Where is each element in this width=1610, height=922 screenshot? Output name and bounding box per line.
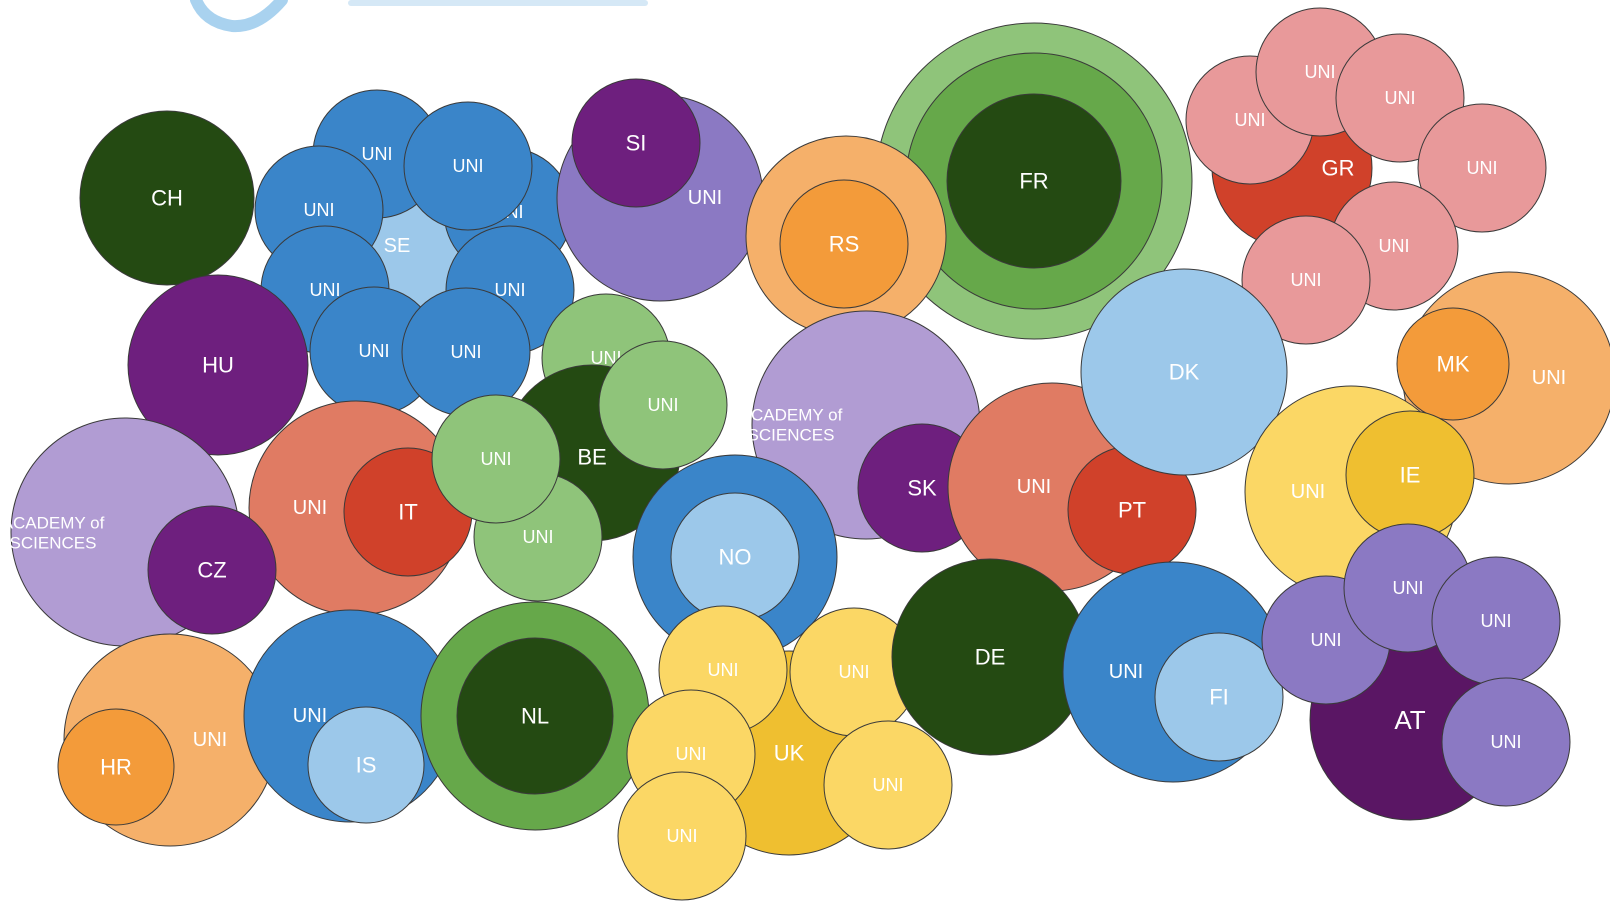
university-label: UNI bbox=[1235, 110, 1266, 130]
university-label: UNI bbox=[1305, 62, 1336, 82]
university-bubble bbox=[1417, 103, 1547, 233]
country-bubble bbox=[57, 708, 175, 826]
country-code-label: PT bbox=[1118, 498, 1146, 523]
university-bubble bbox=[617, 771, 747, 901]
university-label: UNI bbox=[481, 449, 512, 469]
country-bubble bbox=[779, 179, 909, 309]
university-label: UNI bbox=[451, 342, 482, 362]
academy-label-line2: SCIENCES bbox=[748, 426, 835, 445]
blue-swirl-logo-icon bbox=[190, 0, 648, 33]
country-code-label: HU bbox=[202, 353, 234, 378]
country-code-label: UK bbox=[774, 741, 805, 766]
academy-label-line2: SCIENCES bbox=[10, 534, 97, 553]
country-code-label: CZ bbox=[197, 558, 226, 583]
university-label: UNI bbox=[1109, 661, 1143, 683]
country-code-label: FR bbox=[1019, 169, 1048, 194]
country-code-label: MK bbox=[1437, 352, 1470, 377]
university-bubble bbox=[1441, 677, 1571, 807]
university-label: UNI bbox=[304, 200, 335, 220]
country-code-label: DE bbox=[975, 645, 1006, 670]
country-bubble bbox=[307, 706, 425, 824]
university-label: UNI bbox=[1491, 732, 1522, 752]
country-code-label: HR bbox=[100, 755, 132, 780]
country-code-label: IE bbox=[1400, 463, 1421, 488]
country-bubble bbox=[456, 637, 614, 795]
university-label: UNI bbox=[523, 527, 554, 547]
university-label: UNI bbox=[1532, 367, 1566, 389]
university-bubble bbox=[403, 101, 533, 231]
country-code-label: DK bbox=[1169, 360, 1200, 385]
university-label: UNI bbox=[1291, 270, 1322, 290]
academy-label-line1: ACADEMY of bbox=[740, 406, 843, 425]
country-code-label: CH bbox=[151, 186, 183, 211]
university-label: UNI bbox=[1379, 236, 1410, 256]
university-label: UNI bbox=[453, 156, 484, 176]
university-label: UNI bbox=[591, 348, 622, 368]
university-label: UNI bbox=[1291, 481, 1325, 503]
country-code-label: SI bbox=[626, 131, 647, 156]
country-bubble bbox=[1154, 632, 1284, 762]
country-bubble bbox=[571, 78, 701, 208]
country-bubble bbox=[1396, 307, 1510, 421]
academy-label-line1: ACADEMY of bbox=[2, 514, 105, 533]
university-bubble bbox=[431, 394, 561, 524]
university-label: UNI bbox=[667, 826, 698, 846]
university-label: UNI bbox=[873, 775, 904, 795]
university-label: UNI bbox=[1393, 578, 1424, 598]
university-label: UNI bbox=[708, 660, 739, 680]
country-bubble bbox=[127, 274, 309, 456]
country-code-label: SE bbox=[384, 235, 411, 257]
country-code-label: IT bbox=[398, 500, 418, 525]
university-label: UNI bbox=[193, 729, 227, 751]
university-bubble bbox=[1241, 215, 1371, 345]
university-label: UNI bbox=[1311, 630, 1342, 650]
country-bubble bbox=[1080, 268, 1288, 476]
university-label: UNI bbox=[1467, 158, 1498, 178]
country-code-label: BE bbox=[577, 445, 606, 470]
country-bubble bbox=[79, 110, 255, 286]
university-label: UNI bbox=[1385, 88, 1416, 108]
university-label: UNI bbox=[495, 280, 526, 300]
country-code-label: SK bbox=[907, 476, 937, 501]
university-bubble bbox=[823, 720, 953, 850]
university-label: UNI bbox=[362, 144, 393, 164]
university-label: UNI bbox=[688, 187, 722, 209]
country-bubble bbox=[147, 505, 277, 635]
university-label: UNI bbox=[1481, 611, 1512, 631]
country-code-label: AT bbox=[1394, 705, 1425, 735]
university-label: UNI bbox=[293, 497, 327, 519]
university-label: UNI bbox=[359, 341, 390, 361]
university-label: UNI bbox=[676, 744, 707, 764]
country-code-label: IS bbox=[356, 753, 377, 778]
country-code-label: RS bbox=[829, 232, 860, 257]
country-bubble bbox=[946, 93, 1122, 269]
country-code-label: NO bbox=[719, 545, 752, 570]
country-code-label: NL bbox=[521, 704, 549, 729]
university-label: UNI bbox=[293, 705, 327, 727]
university-label: UNI bbox=[648, 395, 679, 415]
university-label: UNI bbox=[1017, 476, 1051, 498]
country-code-label: FI bbox=[1209, 685, 1229, 710]
university-label: UNI bbox=[839, 662, 870, 682]
country-code-label: GR bbox=[1322, 156, 1355, 181]
university-label: UNI bbox=[310, 280, 341, 300]
university-bubble bbox=[598, 340, 728, 470]
